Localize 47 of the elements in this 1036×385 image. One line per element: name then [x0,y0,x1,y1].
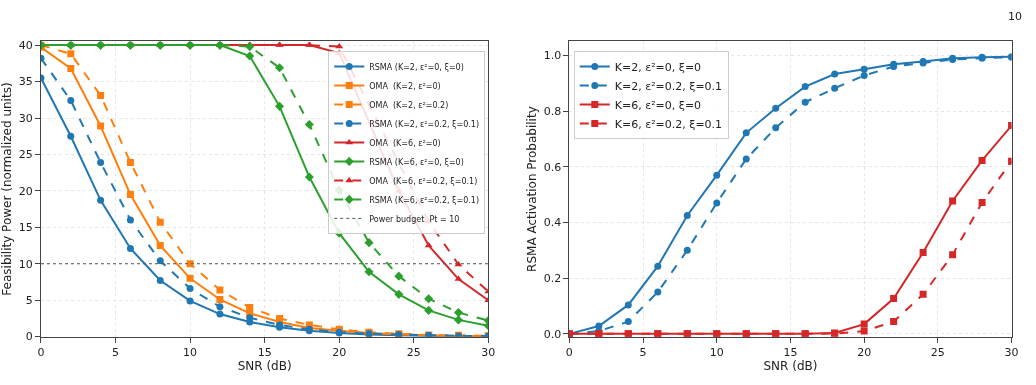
y-tick-label: 30 [18,111,33,125]
x-tick-label: 30 [481,345,496,359]
legend-label: OMA (K=6, ε²=0) [369,138,441,148]
y-axis-title: Feasibility Power (normalized units) [0,82,15,296]
x-tick-label: 25 [406,345,421,359]
x-tick-label: 10 [709,345,724,359]
y-tick-label: 0.2 [543,272,562,286]
y-tick-label: 40 [18,38,33,52]
y-tick-label: 0.4 [543,216,562,230]
text: 10 [1008,10,1022,23]
legend-label: RSMA (K=6, ε²=0.2, ξ=0.1) [369,195,480,205]
x-tick-label: 5 [112,345,120,359]
y-tick-label: 0.6 [543,160,562,174]
legend-label: RSMA (K=2, ε²=0, ξ=0) [369,62,464,72]
legend-label: K=2, ε²=0.2, ξ=0.1 [614,79,723,93]
y-tick-label: 25 [18,148,33,162]
y-tick-label: 0.0 [543,327,562,341]
legend-label: RSMA (K=6, ε²=0, ξ=0) [369,157,464,167]
y-tick-label: 20 [18,184,33,198]
x-tick-label: 10 [183,345,198,359]
x-tick-label: 25 [930,345,945,359]
x-tick-label: 15 [257,345,272,359]
legend-label: OMA (K=6, ε²=0.2, ξ=0.1) [369,176,478,186]
y-tick-label: 0 [25,330,33,344]
y-tick-label: 10 [18,257,33,271]
x-tick-label: 0 [565,345,573,359]
x-axis-title: SNR (dB) [237,358,292,373]
legend-label: K=2, ε²=0, ξ=0 [614,60,702,74]
x-tick-label: 0 [37,345,45,359]
y-tick-label: 0.8 [543,104,562,118]
legend-label: K=6, ε²=0.2, ξ=0.1 [614,117,723,131]
y-tick-label: 1.0 [543,49,562,63]
x-tick-label: 5 [639,345,647,359]
x-tick-label: 15 [783,345,798,359]
y-tick-label: 35 [18,75,33,89]
legend-label: OMA (K=2, ε²=0) [369,81,441,91]
x-tick-label: 20 [332,345,347,359]
x-axis-title: SNR (dB) [763,358,818,373]
x-tick-label: 30 [1004,345,1019,359]
legend-label: K=6, ε²=0, ξ=0 [614,98,702,112]
legend-label: RSMA (K=2, ε²=0.2, ξ=0.1) [369,119,480,129]
legend-label: Power budget Pt = 10 [369,214,460,224]
x-tick-label: 20 [857,345,872,359]
legend-label: OMA (K=2, ε²=0.2) [369,100,449,110]
y-tick-label: 15 [18,221,33,235]
y-tick-label: 5 [25,294,33,308]
y-axis-title: RSMA Activation Probability [524,106,539,272]
